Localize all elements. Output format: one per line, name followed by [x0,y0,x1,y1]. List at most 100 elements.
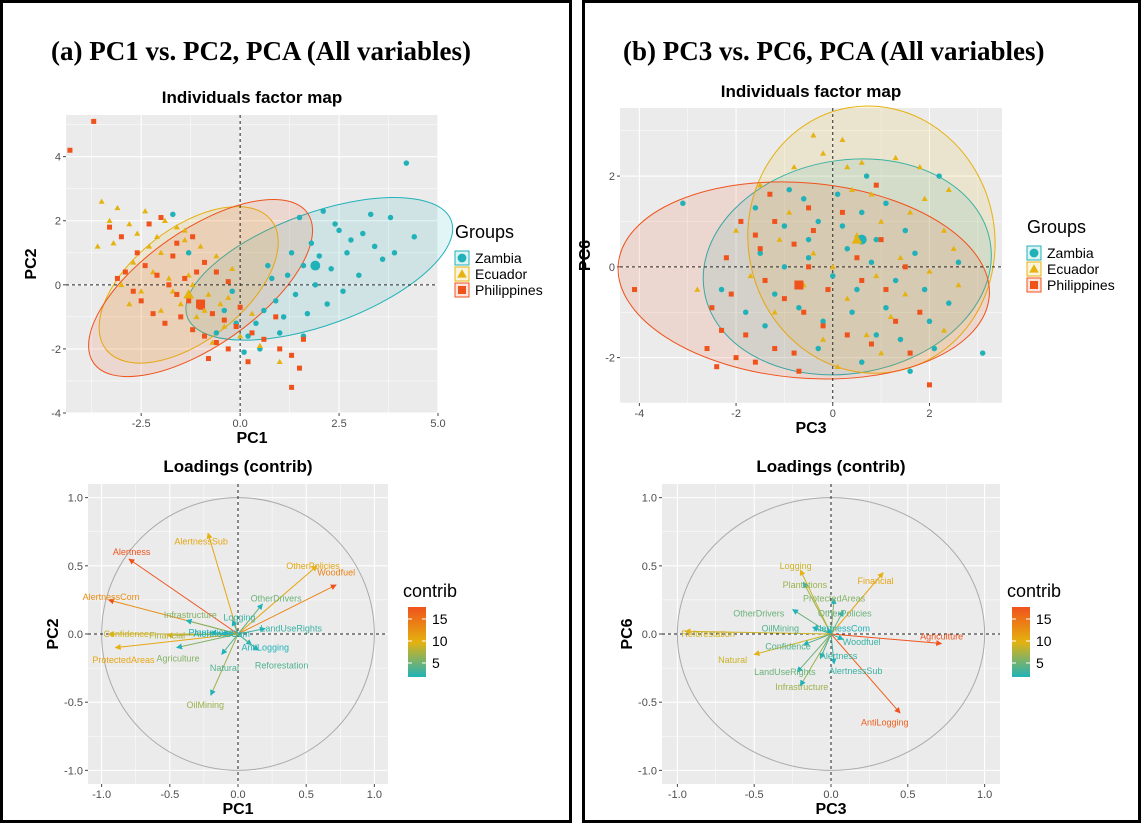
loading-arrow-protectedareas [114,633,239,651]
y-tick-label: -2 [51,344,61,356]
loading-label: AntiLogging [241,643,289,653]
point-philippines [801,309,807,315]
centroid-philippines [196,299,206,309]
point-ecuador [940,227,947,233]
point-philippines [714,364,720,370]
contrib-legend-title: contrib [1007,581,1061,601]
point-ecuador [878,350,885,356]
y-tick-label: -4 [51,408,61,420]
y-tick-label: 0 [609,262,615,274]
point-ecuador [945,186,952,192]
confidence-ellipse-philippines [88,198,314,378]
point-philippines [174,291,180,297]
x-tick-label: 2.5 [331,418,346,430]
point-philippines [178,314,184,320]
point-ecuador [839,136,846,143]
point-zambia [955,259,962,266]
point-zambia [892,277,899,284]
point-zambia [946,300,952,306]
point-ecuador [878,218,885,224]
point-philippines [781,296,787,302]
point-ecuador [950,245,957,251]
colorbar-label: 10 [1036,633,1052,649]
point-zambia [304,310,311,317]
point-zambia [849,309,855,315]
loading-label: Logging [780,561,812,571]
point-zambia [312,282,319,288]
point-zambia [921,286,928,293]
point-ecuador [858,159,865,165]
loading-label: AlertnessSub [829,666,883,676]
y-tick-label: -1.0 [64,765,83,777]
point-ecuador [844,295,851,301]
point-zambia [221,307,228,314]
point-zambia [781,264,788,270]
point-philippines [752,232,758,238]
point-ecuador [189,281,196,288]
point-zambia [185,250,192,256]
x-axis-title: PC3 [815,801,846,818]
loading-label: ProtectedAreas [92,655,155,665]
loading-arrow-plantations [802,581,832,635]
point-philippines [166,282,172,288]
point-zambia [340,288,346,294]
loading-label: ProtectedAreas [803,594,866,604]
x-axis-title: PC1 [236,430,267,447]
loading-label: Confidence [765,641,811,651]
point-ecuador [157,249,164,256]
point-philippines [772,346,778,352]
loading-arrow-landuserights [796,633,832,673]
point-zambia [292,291,299,298]
point-philippines [249,330,255,336]
point-zambia [344,250,350,256]
loading-label: OilMining [187,700,225,710]
point-zambia [800,196,807,202]
point-ecuador [126,220,133,227]
loading-label: AntiLogging [861,718,909,728]
point-philippines [186,298,192,304]
point-ecuador [154,233,161,240]
point-ecuador [118,281,125,288]
loading-label: Natural [718,655,747,665]
point-philippines [772,218,778,224]
a-individuals-plot: -2.5 0.0 2.5 5.0 -4 -2 0 2 4 PC1 PC2 Individuals fa… [23,88,454,447]
loading-label: Infrastructure [164,610,217,620]
point-ecuador [810,132,817,138]
loading-label: Woodfuel [843,637,881,647]
point-zambia [272,298,279,304]
y-tick-label: 2 [609,171,615,183]
plot-title: Loadings (contrib) [756,457,905,476]
loading-label: Financial [149,630,185,640]
legend-marker-zambia [1029,248,1039,258]
loading-label: Plantations [188,628,233,638]
point-philippines [733,355,739,361]
point-ecuador [776,236,783,242]
point-ecuador [197,243,204,249]
point-philippines [289,384,295,390]
point-ecuador [142,208,149,214]
y-tick-label: 0.5 [642,561,657,573]
loading-arrow-otherdrivers [237,603,263,635]
centroid-zambia [310,260,321,271]
point-philippines [767,191,773,197]
loading-arrow-infrastructure [185,618,239,635]
legend-title: Groups [455,222,514,242]
contrib-colorbar [408,607,426,677]
y-tick-label: 1.0 [68,493,83,505]
colorbar-label: 15 [1036,611,1052,627]
point-philippines [209,311,215,317]
point-zambia [752,205,759,211]
point-ecuador [193,313,200,320]
point-philippines [738,218,744,224]
loading-label: OtherPolicies [818,609,872,619]
point-zambia [883,200,889,207]
loading-arrow-agriculture [830,633,943,647]
point-philippines [114,275,120,281]
point-philippines [873,182,879,188]
loading-label: OilMining [762,624,800,634]
point-ecuador [771,309,778,315]
point-philippines [237,304,243,310]
point-philippines [902,264,908,270]
point-philippines [130,288,136,294]
